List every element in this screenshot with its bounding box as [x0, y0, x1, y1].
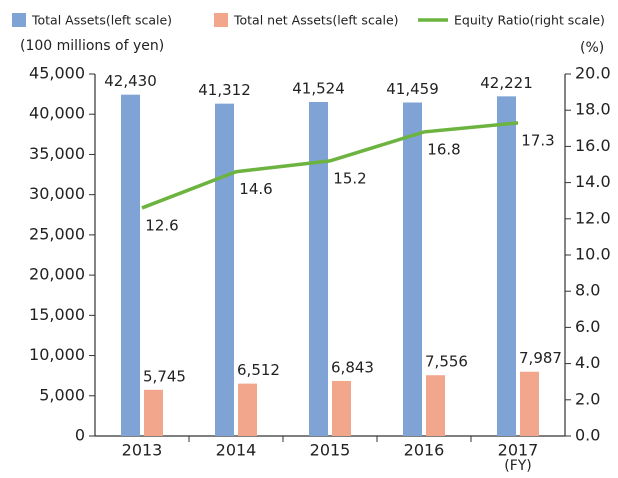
x-unit-label: (FY): [504, 458, 532, 474]
y2-tick-label: 14.0: [575, 172, 611, 191]
x-tick-label: 2017: [498, 441, 539, 460]
line-value-label: 14.6: [239, 180, 272, 198]
bar: [144, 389, 163, 436]
legend-swatch: [214, 13, 228, 27]
y-tick-label: 35,000: [29, 144, 85, 163]
line-value-label: 15.2: [333, 169, 366, 187]
bar: [238, 383, 257, 436]
x-tick-label: 2014: [216, 441, 257, 460]
y2-tick-label: 4.0: [575, 353, 600, 372]
y-tick-label: 20,000: [29, 265, 85, 284]
line: [141, 121, 519, 210]
bar: [497, 96, 516, 436]
bar: [215, 103, 234, 436]
bar-value-label: 42,221: [480, 74, 533, 92]
y-tick-label: 40,000: [29, 104, 85, 123]
y-tick-label: 0: [75, 426, 85, 445]
y2-tick-label: 6.0: [575, 317, 600, 336]
line-value-label: 12.6: [145, 216, 178, 234]
y2-axis-label: (%): [580, 40, 604, 56]
y-tick-label: 30,000: [29, 184, 85, 203]
bar: [332, 380, 351, 436]
x-tick-label: 2013: [122, 441, 163, 460]
y-tick-label: 10,000: [29, 345, 85, 364]
y2-tick-label: 10.0: [575, 245, 611, 264]
y-tick-label: 15,000: [29, 305, 85, 324]
y2-tick-label: 8.0: [575, 281, 600, 300]
y2-tick-label: 18.0: [575, 100, 611, 119]
y-axis-label: (100 millions of yen): [20, 38, 164, 54]
bar-value-label: 41,312: [198, 81, 251, 99]
y-tick-label: 5,000: [39, 385, 85, 404]
x-tick-label: 2015: [310, 441, 351, 460]
bar-value-label: 7,556: [425, 353, 468, 371]
line-value-label: 16.8: [427, 140, 460, 158]
legend-swatch: [12, 13, 26, 27]
bar: [520, 371, 539, 436]
bar: [403, 102, 422, 436]
y2-tick-label: 16.0: [575, 136, 611, 155]
legend-label: Total Assets(left scale): [31, 13, 172, 28]
y-tick-label: 45,000: [29, 64, 85, 83]
y2-tick-label: 0.0: [575, 426, 600, 445]
y2-tick-label: 20.0: [575, 64, 611, 83]
bar-value-label: 41,459: [386, 80, 439, 98]
bar-value-label: 41,524: [292, 79, 345, 97]
y2-tick-label: 12.0: [575, 208, 611, 227]
bar-value-label: 6,843: [331, 358, 374, 376]
y-tick-label: 25,000: [29, 224, 85, 243]
y2-tick-label: 2.0: [575, 389, 600, 408]
x-tick-label: 2016: [404, 441, 445, 460]
bar-value-label: 6,512: [237, 361, 280, 379]
legend-label: Equity Ratio(right scale): [454, 13, 605, 28]
bar-value-label: 5,745: [143, 367, 186, 385]
bar: [309, 101, 328, 436]
legend-label: Total net Assets(left scale): [233, 13, 399, 28]
bar-value-label: 42,430: [104, 72, 157, 90]
bar: [426, 375, 445, 436]
line-value-label: 17.3: [521, 131, 554, 149]
bar: [121, 94, 140, 436]
bar-value-label: 7,987: [519, 349, 562, 367]
